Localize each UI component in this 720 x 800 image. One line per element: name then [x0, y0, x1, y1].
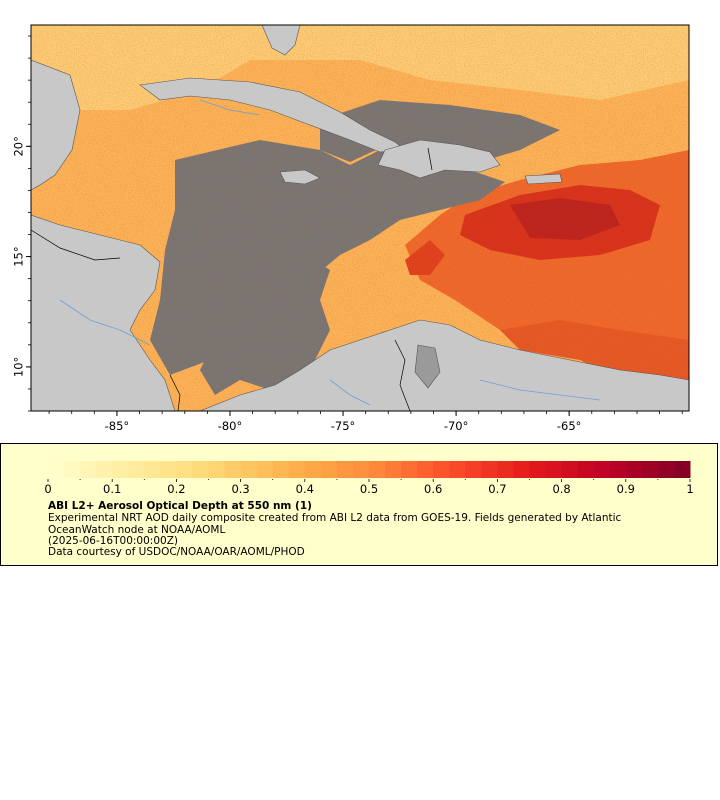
colorbar-cell	[577, 461, 595, 478]
colorbar-cell	[256, 461, 274, 478]
colorbar-cell	[561, 461, 579, 478]
map-panel: -85° -80° -75° -70° -65° 10° 15° 20°	[12, 24, 690, 433]
colorbar-cell	[641, 461, 659, 478]
colorbar-tick-label: 0.9	[617, 482, 635, 496]
land-central-america	[31, 214, 176, 411]
border-3	[394, 339, 411, 411]
colorbar-cell	[64, 461, 81, 478]
colorbar-cell	[240, 461, 258, 478]
colorbar-cell	[513, 461, 530, 478]
colorbar-cell	[272, 461, 290, 478]
colorbar-cell	[529, 461, 547, 478]
colorbar-ticks: 0 0.1 0.2 0.3 0.4 0.5 0.6 0.7 0.8 0.9 1	[44, 479, 694, 496]
colorbar-cell	[336, 461, 354, 478]
colorbar-cell	[417, 461, 434, 478]
legend-credit: Data courtesy of USDOC/NOAA/OAR/AOML/PHO…	[48, 546, 305, 558]
x-tick-label: -65°	[557, 419, 582, 433]
colorbar-tick-label: 0.8	[552, 482, 570, 496]
legend-time: (2025-06-16T00:00:00Z)	[48, 535, 178, 547]
colorbar-cell	[208, 461, 226, 478]
colorbar-cell	[48, 461, 65, 478]
land-hispaniola	[377, 139, 501, 179]
land-florida	[261, 25, 301, 56]
colorbar-cells	[48, 461, 691, 478]
rivers	[59, 99, 601, 406]
colorbar-cell	[625, 461, 643, 478]
x-tick-label: -80°	[218, 419, 243, 433]
colorbar-cell	[192, 461, 209, 478]
colorbar-cell	[320, 461, 338, 478]
colorbar: 0 0.1 0.2 0.3 0.4 0.5 0.6 0.7 0.8 0.9 1	[44, 461, 694, 496]
y-tick-label: 15°	[12, 246, 26, 266]
colorbar-tick-label: 0.7	[488, 482, 506, 496]
colorbar-cell	[80, 461, 97, 478]
colorbar-cell	[352, 461, 370, 478]
land-maracaibo	[414, 344, 441, 389]
colorbar-cell	[96, 461, 113, 478]
colorbar-cell	[144, 461, 161, 478]
country-borders	[31, 147, 433, 411]
colorbar-cell	[385, 461, 402, 478]
map-axes: -85° -80° -75° -70° -65° 10° 15° 20°	[12, 35, 683, 433]
legend-description: Experimental NRT AOD daily composite cre…	[48, 512, 625, 536]
river-2	[329, 379, 371, 406]
border-1	[31, 229, 121, 261]
colorbar-cell	[369, 461, 386, 478]
colorbar-cell	[433, 461, 450, 478]
river-1	[59, 299, 151, 346]
aod-map: -85° -80° -75° -70° -65° 10° 15° 20°	[12, 24, 690, 433]
colorbar-cell	[401, 461, 418, 478]
colorbar-cell	[497, 461, 514, 478]
colorbar-cell	[673, 461, 691, 478]
colorbar-cell	[128, 461, 145, 478]
land-south-america	[199, 319, 689, 411]
colorbar-tick-label: 0	[44, 482, 51, 496]
colorbar-tick-label: 0.1	[103, 482, 121, 496]
map-frame	[30, 24, 690, 412]
x-tick-label: -85°	[105, 419, 130, 433]
land-puerto-rico	[524, 173, 563, 185]
colorbar-cell	[465, 461, 482, 478]
land-masses	[31, 25, 689, 411]
colorbar-cell	[160, 461, 177, 478]
colorbar-tick-label: 0.5	[360, 482, 378, 496]
colorbar-cell	[288, 461, 306, 478]
map-plot-area	[31, 25, 689, 411]
colorbar-cell	[112, 461, 129, 478]
legend-panel: 0 0.1 0.2 0.3 0.4 0.5 0.6 0.7 0.8 0.9 1 ABI L2+ Ae…	[0, 443, 718, 566]
colorbar-cell	[304, 461, 322, 478]
colorbar-cell	[545, 461, 563, 478]
border-4	[427, 147, 433, 171]
colorbar-cell	[609, 461, 627, 478]
colorbar-tick-label: 0.3	[231, 482, 249, 496]
y-tick-label: 10°	[12, 357, 26, 377]
border-2	[169, 374, 181, 411]
colorbar-tick-label: 0.6	[424, 482, 442, 496]
colorbar-cell	[449, 461, 466, 478]
land-yucatan	[31, 59, 81, 191]
river-4	[199, 99, 261, 116]
colorbar-cell	[481, 461, 498, 478]
colorbar-tick-label: 0.2	[167, 482, 185, 496]
x-tick-label: -75°	[331, 419, 356, 433]
colorbar-cell	[176, 461, 193, 478]
colorbar-tick-label: 1	[686, 482, 693, 496]
legend-title: ABI L2+ Aerosol Optical Depth at 550 nm …	[48, 500, 312, 512]
colorbar-cell	[657, 461, 675, 478]
colorbar-cell	[593, 461, 611, 478]
colorbar-tick-label: 0.4	[296, 482, 314, 496]
x-tick-label: -70°	[444, 419, 469, 433]
river-3	[479, 379, 601, 401]
land-jamaica	[279, 169, 321, 185]
colorbar-cell	[224, 461, 242, 478]
y-tick-label: 20°	[12, 136, 26, 156]
